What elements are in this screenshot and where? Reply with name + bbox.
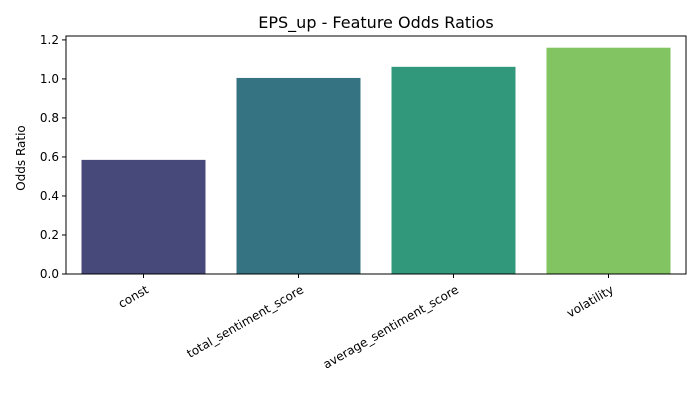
y-tick-label: 0.4 — [40, 189, 59, 203]
x-tick-label: total_sentiment_score — [184, 282, 306, 360]
x-ticks-group: const total_sentiment_score average_sentim… — [116, 274, 616, 372]
bar-total-sentiment-score — [236, 77, 361, 274]
y-axis-label: Odds Ratio — [14, 125, 28, 191]
y-tick-label: 0.2 — [40, 228, 59, 242]
x-tick-label: average_sentiment_score — [321, 282, 461, 371]
y-ticks-group: 0.0 0.2 0.4 0.6 0.8 1.0 1.2 — [40, 33, 66, 281]
bar-average-sentiment-score — [391, 66, 516, 274]
y-tick-label: 0.8 — [40, 111, 59, 125]
x-tick-label: volatility — [564, 282, 616, 320]
y-tick-label: 0.0 — [40, 267, 59, 281]
y-tick-label: 1.0 — [40, 72, 59, 86]
x-tick-label: const — [116, 282, 151, 311]
plot-frame — [65, 35, 687, 275]
bar-volatility — [546, 47, 671, 274]
bar-const — [81, 159, 206, 274]
bars-group — [81, 47, 671, 274]
y-tick-label: 0.6 — [40, 150, 59, 164]
chart-title: EPS_up - Feature Odds Ratios — [258, 13, 493, 33]
y-tick-label: 1.2 — [40, 33, 59, 47]
